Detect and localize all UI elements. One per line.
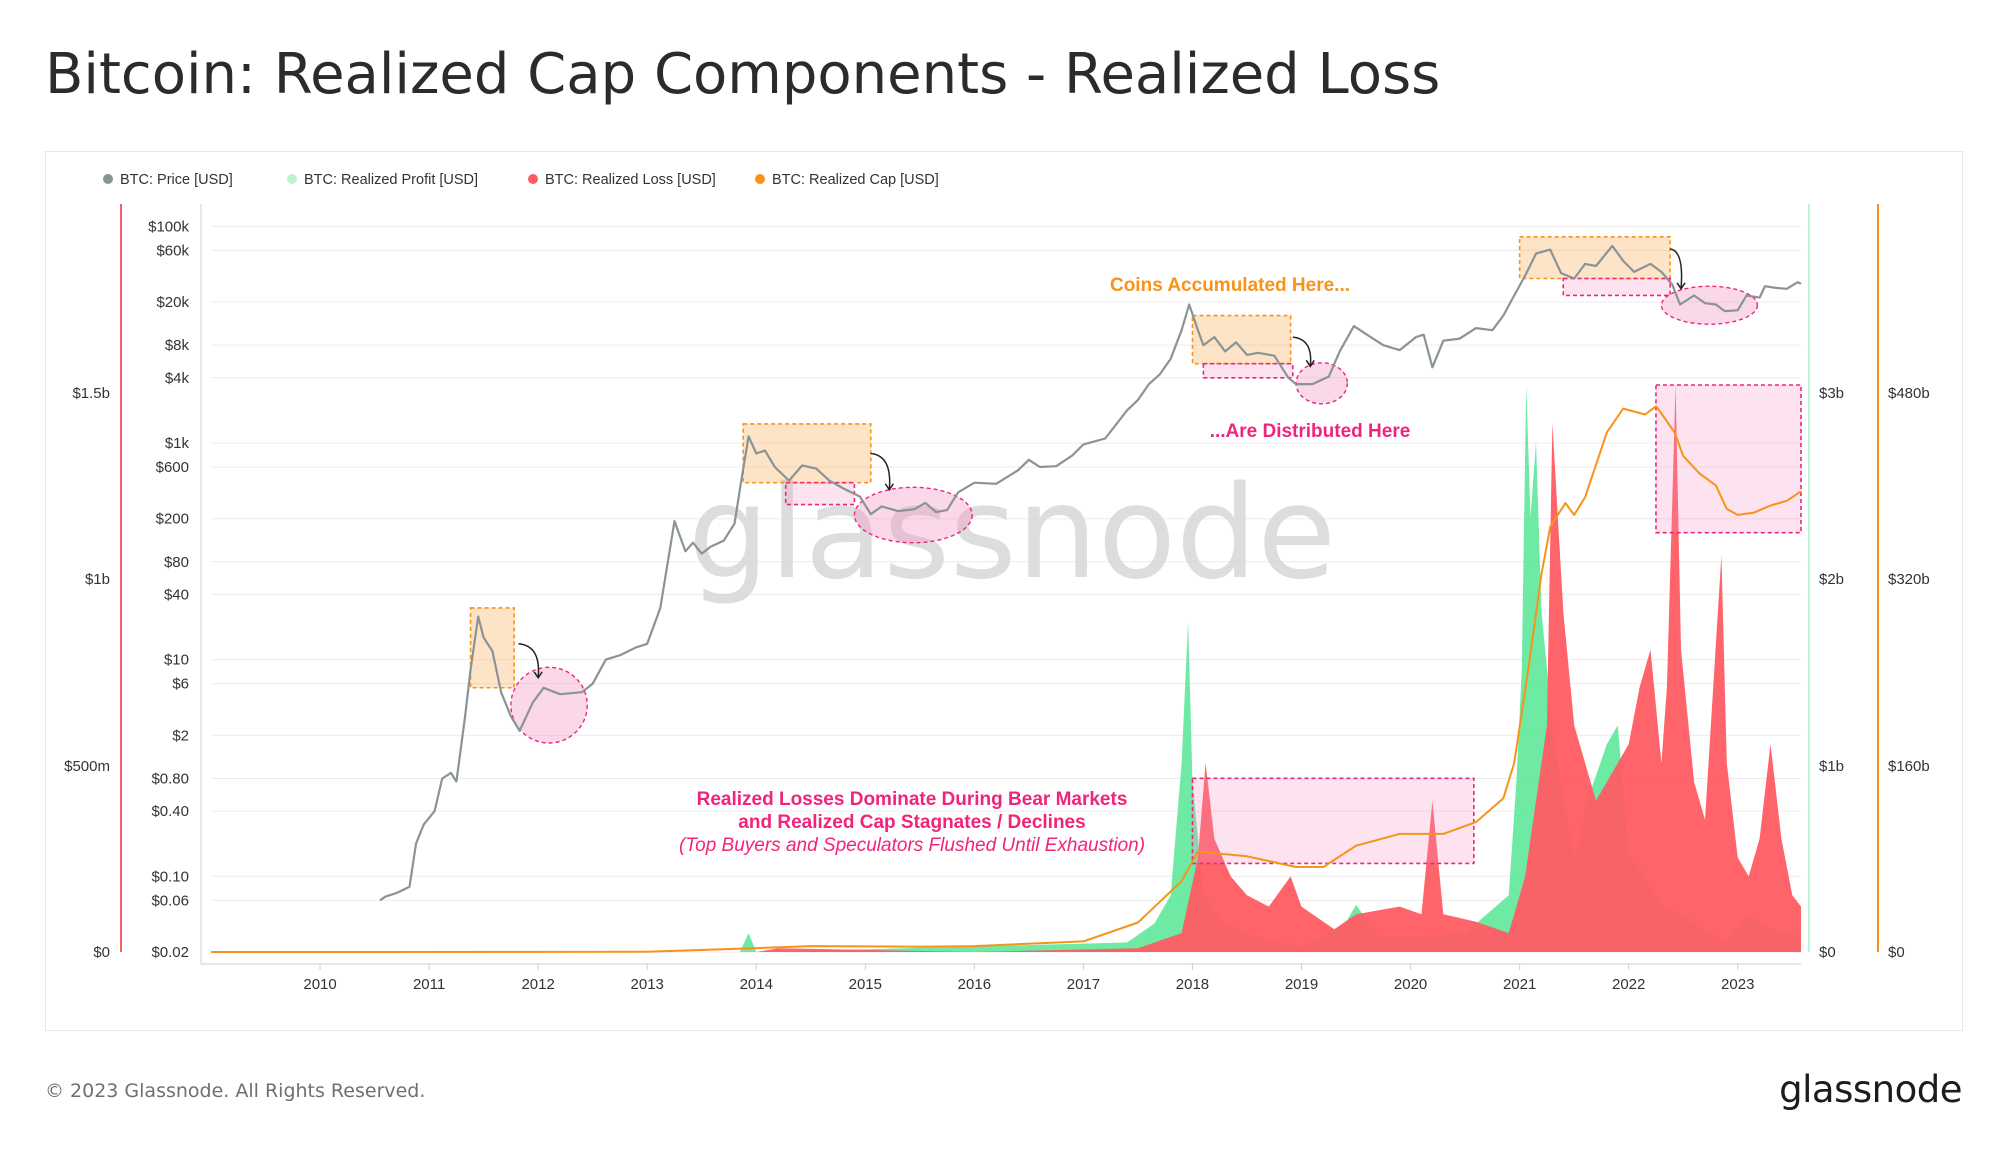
annotation-accumulated: Coins Accumulated Here... [1110, 275, 1350, 296]
annotation-boxes [469, 236, 1802, 865]
distribution-box [1562, 277, 1671, 297]
price-tick-label: $1k [165, 435, 190, 452]
legend[interactable]: BTC: Price [USD] BTC: Realized Profit [US… [103, 172, 939, 188]
realized-cap-series [210, 405, 1802, 953]
legend-marker [287, 174, 297, 184]
profit-tick-label: $0 [1819, 944, 1836, 961]
price-tick-label: $0.10 [151, 868, 189, 885]
watermark: glassnode [688, 459, 1336, 608]
price-line [379, 244, 1802, 902]
profit-tick-label: $2b [1819, 571, 1844, 588]
distribution-ellipse [853, 486, 973, 544]
x-tick-label: 2013 [631, 976, 664, 993]
loss-tick-label: $0 [93, 944, 110, 961]
realized-cap-decline-box [1655, 384, 1802, 534]
legend-label: BTC: Realized Profit [USD] [304, 172, 478, 188]
price-tick-label: $0.06 [151, 892, 189, 909]
x-tick-label: 2014 [740, 976, 773, 993]
price-tick-label: $80 [164, 554, 189, 571]
footer-copyright: © 2023 Glassnode. All Rights Reserved. [45, 1080, 426, 1102]
arrowhead-icon [1305, 359, 1315, 368]
x-tick-label: 2016 [958, 976, 991, 993]
price-tick-label: $0.80 [151, 770, 189, 787]
x-tick-label: 2020 [1394, 976, 1427, 993]
x-tick-label: 2018 [1176, 976, 1209, 993]
arrow-icon [1669, 248, 1683, 289]
footer-logo: glassnode [1779, 1068, 1962, 1111]
legend-marker [755, 174, 765, 184]
price-series [379, 244, 1802, 902]
axes: $100k $60k $20k $8k $4k $1k $600 $200 $80 $40 $10 $… [64, 204, 1930, 993]
price-tick-label: $8k [165, 337, 190, 354]
cap-tick-label: $0 [1888, 944, 1905, 961]
price-tick-label: $20k [156, 294, 189, 311]
price-tick-label: $60k [156, 242, 189, 259]
profit-tick-label: $3b [1819, 385, 1844, 402]
cap-tick-label: $160b [1888, 758, 1930, 775]
annotation-losses-line1: Realized Losses Dominate During Bear Mar… [697, 789, 1128, 810]
loss-tick-label: $500m [64, 758, 110, 775]
page-title: Bitcoin: Realized Cap Components - Reali… [45, 42, 1441, 107]
legend-marker [528, 174, 538, 184]
accumulation-box [742, 423, 872, 484]
realized-loss-area [211, 385, 1801, 952]
annotation-distributed: ...Are Distributed Here [1210, 421, 1411, 442]
realized-cap-line [210, 405, 1802, 953]
price-tick-label: $600 [156, 459, 189, 476]
distribution-box [1202, 362, 1294, 379]
x-tick-label: 2023 [1721, 976, 1754, 993]
x-tick-label: 2010 [303, 976, 336, 993]
arrowhead-icon [1676, 282, 1686, 291]
accumulation-box [1518, 236, 1671, 280]
price-tick-label: $100k [148, 218, 189, 235]
x-tick-label: 2011 [413, 976, 445, 993]
distribution-ellipse [1660, 285, 1759, 325]
x-tick-label: 2021 [1503, 976, 1536, 993]
realized-loss-series [211, 385, 1801, 952]
price-tick-label: $0.40 [151, 803, 189, 820]
arrowhead-icon [884, 483, 894, 492]
x-tick-label: 2019 [1285, 976, 1318, 993]
price-tick-label: $6 [172, 676, 189, 693]
arrow-icon [1292, 336, 1312, 367]
distribution-box [784, 481, 856, 506]
price-tick-label: $4k [165, 370, 190, 387]
arrow-icon [518, 643, 540, 678]
chart-frame: glassnode $100k $60k $20k $8k $4k $1k $600 $200… [45, 151, 1963, 1031]
price-tick-label: $0.02 [151, 944, 189, 961]
price-tick-label: $200 [156, 511, 189, 528]
cap-tick-label: $320b [1888, 571, 1930, 588]
cap-tick-label: $480b [1888, 385, 1930, 402]
price-tick-label: $2 [172, 727, 189, 744]
arrowhead-icon [533, 671, 543, 680]
loss-tick-label: $1.5b [72, 385, 110, 402]
profit-tick-label: $1b [1819, 758, 1844, 775]
x-tick-label: 2022 [1612, 976, 1645, 993]
arrow-icon [870, 452, 891, 490]
x-tick-label: 2015 [849, 976, 882, 993]
loss-tick-label: $1b [85, 571, 110, 588]
annotation-losses-line3: (Top Buyers and Speculators Flushed Unti… [679, 835, 1145, 856]
price-tick-label: $10 [164, 652, 189, 669]
legend-marker [103, 174, 113, 184]
chart-svg: glassnode $100k $60k $20k $8k $4k $1k $600 $200… [64, 172, 1930, 993]
legend-label: BTC: Price [USD] [120, 172, 233, 188]
price-tick-label: $40 [164, 586, 189, 603]
realized-cap-decline-box [1191, 777, 1475, 865]
legend-label: BTC: Realized Cap [USD] [772, 172, 939, 188]
x-tick-label: 2017 [1067, 976, 1100, 993]
x-tick-label: 2012 [521, 976, 554, 993]
legend-label: BTC: Realized Loss [USD] [545, 172, 716, 188]
annotation-losses-line2: and Realized Cap Stagnates / Declines [738, 812, 1085, 833]
distribution-ellipse [510, 666, 588, 744]
